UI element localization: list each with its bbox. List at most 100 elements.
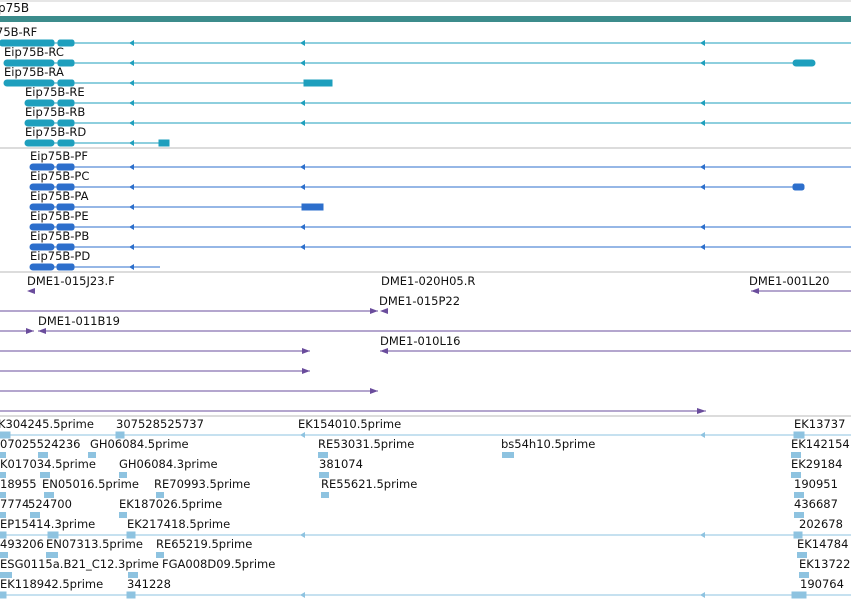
protein-label: Eip75B-PF — [30, 149, 88, 163]
est-label: 7774 — [0, 497, 29, 511]
protein-label: Eip75B-PB — [30, 229, 89, 243]
cdna-label: DME1-015P22 — [379, 294, 460, 308]
est-label: EN05016.5prime — [42, 477, 139, 491]
est-label: RE53031.5prime — [318, 437, 414, 451]
est-feature[interactable] — [0, 591, 851, 599]
est-label: K017034.5prime — [0, 457, 96, 471]
gene-track: p75B — [0, 1, 851, 22]
cdna-label: DME1-020H05.R — [381, 274, 475, 288]
cdna-label: DME1-001L20 — [749, 274, 830, 288]
strand-arrow-icon — [700, 164, 705, 170]
est-label: EK217418.5prime — [127, 517, 230, 531]
protein-model[interactable] — [29, 163, 851, 171]
cdna-feature[interactable] — [0, 388, 378, 394]
est-feature[interactable] — [0, 512, 804, 518]
strand-arrow-icon — [700, 532, 705, 538]
est-label: 202678 — [799, 517, 843, 531]
est-label: EP15414.3prime — [0, 517, 95, 531]
transcript-model[interactable] — [24, 139, 170, 147]
cdna-label: DME1-015J23.F — [27, 274, 115, 288]
protein-track: Eip75B-PF Eip75B-PC Eip75B-PA Eip75B-PE … — [29, 149, 851, 271]
strand-arrow-icon — [129, 264, 134, 270]
cdna-feature[interactable] — [0, 368, 310, 374]
cdna-track: DME1-015J23.F DME1-020H05.R DME1-001L20 … — [0, 274, 851, 414]
protein-model[interactable] — [29, 223, 851, 231]
strand-arrow-icon — [129, 100, 134, 106]
est-feature[interactable] — [0, 572, 809, 578]
est-label: 525737 — [160, 417, 204, 431]
cdna-feature[interactable] — [0, 308, 388, 314]
cdna-label: DME1-010L16 — [380, 334, 461, 348]
gene-label: p75B — [0, 1, 29, 15]
transcript-model[interactable] — [3, 79, 333, 87]
est-feature[interactable] — [0, 431, 851, 439]
est-label: 307528 — [116, 417, 160, 431]
est-label: EK14784 — [797, 537, 848, 551]
est-label: 524700 — [28, 497, 72, 511]
est-label: EK142154 — [791, 437, 850, 451]
transcript-track: 75B-RF Eip75B-RC Eip75B-RA Eip75B-RE — [0, 25, 851, 147]
strand-arrow-icon — [129, 184, 134, 190]
est-label: 07025524236 — [0, 437, 80, 451]
strand-arrow-icon — [129, 80, 134, 86]
cdna-feature[interactable] — [27, 288, 35, 294]
strand-arrow-icon — [700, 40, 705, 46]
est-label: 18955 — [0, 477, 37, 491]
est-label: EK154010.5prime — [298, 417, 401, 431]
strand-arrow-icon — [129, 204, 134, 210]
est-label: EK13722 — [799, 557, 850, 571]
protein-model[interactable] — [29, 263, 160, 271]
est-label: bs54h10.5prime — [501, 437, 595, 451]
est-label: EK13737 — [794, 417, 845, 431]
est-feature[interactable] — [0, 552, 807, 558]
est-label: GH06084.5prime — [90, 437, 189, 451]
transcript-model[interactable] — [0, 39, 851, 47]
est-feature[interactable] — [0, 531, 851, 539]
cdna-feature[interactable] — [0, 348, 851, 354]
est-feature[interactable] — [0, 472, 801, 478]
strand-arrow-icon — [129, 120, 134, 126]
est-label: RE70993.5prime — [154, 477, 250, 491]
gene-bar[interactable] — [0, 16, 851, 22]
est-label: 341228 — [127, 577, 171, 591]
protein-model[interactable] — [29, 203, 324, 211]
strand-arrow-icon — [300, 100, 305, 106]
strand-arrow-icon — [300, 532, 305, 538]
strand-arrow-icon — [700, 224, 705, 230]
strand-arrow-icon — [300, 60, 305, 66]
est-label: EN07313.5prime — [46, 537, 143, 551]
cdna-label: DME1-011B19 — [38, 314, 120, 328]
strand-arrow-icon — [700, 244, 705, 250]
strand-arrow-icon — [129, 140, 134, 146]
protein-model[interactable] — [29, 243, 851, 251]
strand-arrow-icon — [129, 40, 134, 46]
strand-arrow-icon — [300, 120, 305, 126]
cdna-feature[interactable] — [0, 328, 851, 334]
strand-arrow-icon — [129, 60, 134, 66]
cdna-feature[interactable] — [0, 408, 706, 414]
est-label: EK29184 — [791, 457, 842, 471]
est-label: K304245.5prime — [0, 417, 94, 431]
transcript-model[interactable] — [24, 99, 851, 107]
est-label: GH06084.3prime — [119, 457, 218, 471]
strand-arrow-icon — [700, 184, 705, 190]
strand-arrow-icon — [300, 224, 305, 230]
transcript-model[interactable] — [3, 59, 816, 67]
strand-arrow-icon — [300, 40, 305, 46]
cdna-feature[interactable] — [751, 288, 851, 294]
transcript-label: Eip75B-RB — [25, 105, 85, 119]
strand-arrow-icon — [700, 100, 705, 106]
est-feature[interactable] — [0, 452, 801, 458]
est-label: 436687 — [794, 497, 838, 511]
strand-arrow-icon — [700, 60, 705, 66]
est-label: 190951 — [794, 477, 838, 491]
transcript-label: Eip75B-RE — [25, 85, 85, 99]
est-feature[interactable] — [0, 492, 804, 498]
protein-model[interactable] — [29, 183, 805, 191]
strand-arrow-icon — [700, 120, 705, 126]
protein-label: Eip75B-PD — [30, 249, 90, 263]
transcript-model[interactable] — [24, 119, 851, 127]
strand-arrow-icon — [300, 592, 305, 598]
strand-arrow-icon — [129, 164, 134, 170]
